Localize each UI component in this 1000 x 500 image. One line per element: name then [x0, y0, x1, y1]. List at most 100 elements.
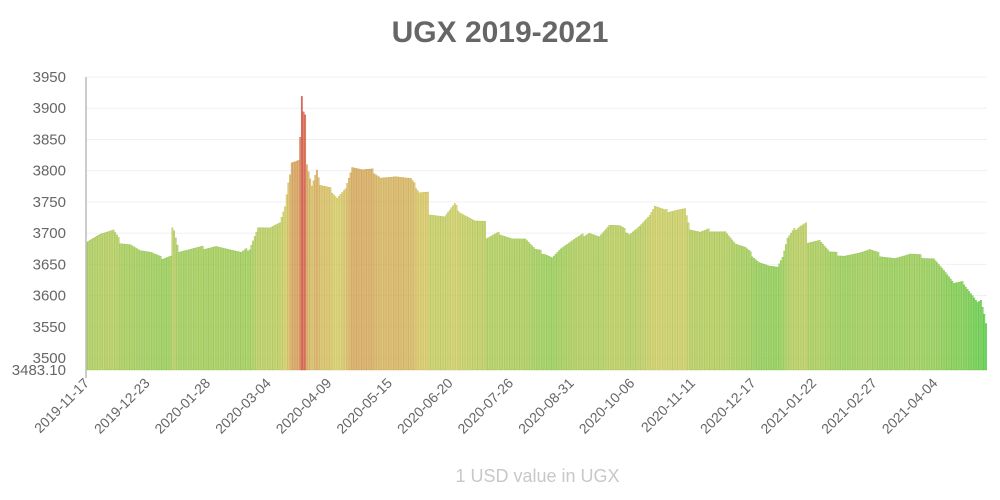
bar[interactable] — [833, 251, 836, 371]
bar[interactable] — [798, 226, 801, 371]
bar[interactable] — [598, 236, 601, 371]
bar[interactable] — [717, 231, 720, 371]
bar[interactable] — [519, 238, 522, 371]
bar[interactable] — [615, 225, 618, 371]
bar[interactable] — [600, 234, 602, 371]
bar[interactable] — [348, 177, 350, 371]
bar[interactable] — [766, 265, 769, 371]
bar[interactable] — [250, 245, 253, 371]
bar[interactable] — [322, 185, 325, 371]
bar[interactable] — [114, 232, 117, 371]
bar[interactable] — [235, 250, 238, 371]
bar[interactable] — [289, 174, 291, 371]
bar[interactable] — [800, 225, 802, 371]
bar[interactable] — [371, 168, 374, 371]
bar[interactable] — [203, 249, 206, 371]
bar[interactable] — [433, 215, 436, 371]
bar[interactable] — [909, 253, 912, 371]
bar[interactable] — [337, 196, 340, 371]
bar[interactable] — [648, 215, 651, 371]
bar[interactable] — [112, 229, 115, 371]
bar[interactable] — [672, 210, 675, 371]
bar[interactable] — [284, 206, 286, 371]
bar[interactable] — [890, 257, 893, 371]
bar[interactable] — [763, 264, 765, 371]
bar[interactable] — [156, 254, 159, 371]
bar[interactable] — [684, 208, 686, 371]
bar[interactable] — [958, 281, 960, 371]
bar[interactable] — [665, 208, 668, 371]
bar[interactable] — [221, 247, 224, 371]
bar[interactable] — [490, 235, 493, 371]
bar[interactable] — [815, 240, 818, 371]
bar[interactable] — [929, 258, 932, 371]
bar[interactable] — [657, 207, 660, 371]
bar[interactable] — [764, 264, 767, 371]
bar[interactable] — [341, 192, 344, 371]
bar[interactable] — [252, 240, 254, 371]
bar[interactable] — [149, 252, 152, 371]
bar[interactable] — [608, 224, 611, 371]
bar[interactable] — [385, 177, 387, 371]
bar[interactable] — [637, 227, 639, 371]
bar[interactable] — [961, 281, 964, 371]
bar[interactable] — [117, 237, 120, 371]
bar[interactable] — [627, 233, 629, 371]
bar[interactable] — [613, 225, 616, 371]
bar[interactable] — [867, 249, 870, 371]
bar[interactable] — [892, 258, 895, 371]
bar[interactable] — [353, 167, 355, 371]
bar[interactable] — [620, 226, 623, 371]
bar[interactable] — [707, 228, 710, 371]
bar[interactable] — [885, 257, 888, 371]
bar[interactable] — [529, 243, 532, 371]
bar[interactable] — [457, 210, 460, 371]
bar[interactable] — [522, 238, 525, 371]
bar[interactable] — [232, 250, 234, 371]
bar[interactable] — [374, 174, 377, 371]
bar[interactable] — [506, 236, 508, 371]
bar[interactable] — [188, 249, 191, 371]
bar[interactable] — [981, 307, 984, 371]
bar[interactable] — [559, 248, 562, 371]
bar[interactable] — [825, 247, 828, 371]
bar[interactable] — [548, 255, 550, 371]
bar[interactable] — [699, 231, 702, 371]
bar[interactable] — [458, 212, 461, 371]
bar[interactable] — [521, 238, 523, 371]
bar[interactable] — [215, 246, 217, 371]
bar[interactable] — [178, 251, 180, 371]
bar[interactable] — [679, 209, 681, 371]
bar[interactable] — [869, 249, 871, 371]
bar[interactable] — [901, 256, 903, 371]
bar[interactable] — [383, 177, 386, 371]
bar[interactable] — [147, 251, 150, 371]
bar[interactable] — [331, 192, 333, 371]
bar[interactable] — [944, 272, 947, 371]
bar[interactable] — [464, 215, 466, 371]
bar[interactable] — [805, 222, 807, 371]
bar[interactable] — [514, 238, 517, 371]
bar[interactable] — [228, 249, 231, 371]
bar[interactable] — [474, 220, 476, 371]
bar[interactable] — [551, 257, 554, 371]
bar[interactable] — [381, 177, 384, 371]
bar[interactable] — [211, 247, 214, 371]
bar[interactable] — [743, 246, 745, 371]
bar[interactable] — [275, 224, 278, 371]
bar[interactable] — [526, 240, 528, 371]
bar[interactable] — [324, 186, 327, 371]
bar[interactable] — [543, 254, 545, 371]
bar[interactable] — [926, 258, 929, 371]
bar[interactable] — [346, 183, 349, 371]
bar[interactable] — [127, 244, 130, 371]
bar[interactable] — [132, 246, 135, 371]
bar[interactable] — [808, 242, 811, 371]
bar[interactable] — [200, 246, 202, 371]
bar[interactable] — [610, 225, 612, 371]
bar[interactable] — [985, 323, 987, 371]
bar[interactable] — [635, 228, 638, 371]
bar[interactable] — [647, 216, 649, 371]
bar[interactable] — [262, 227, 265, 371]
bar[interactable] — [280, 217, 283, 371]
